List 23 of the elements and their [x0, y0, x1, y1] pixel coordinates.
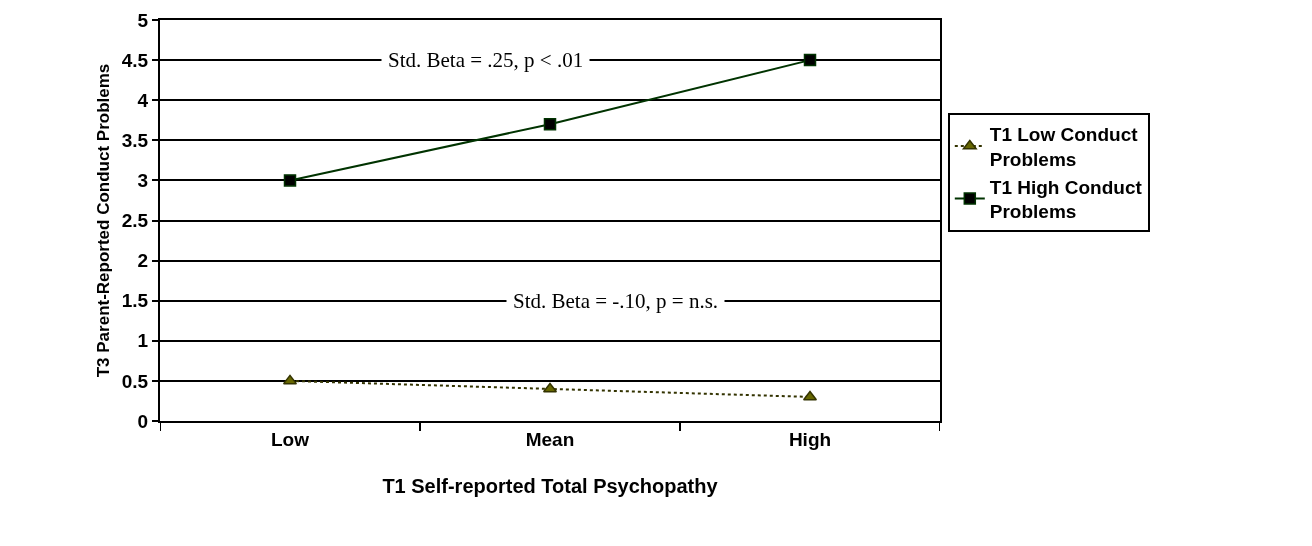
y-tick-label: 4.5	[121, 49, 149, 71]
point	[803, 53, 817, 67]
point	[283, 174, 297, 187]
y-tick-label: 2	[137, 250, 149, 272]
y-tick-label: 4	[137, 89, 149, 111]
y-tick-label: 1.5	[121, 290, 149, 312]
y-tick-label: 2.5	[121, 210, 149, 232]
x-axis-title: T1 Self-reported Total Psychopathy	[382, 474, 719, 497]
y-tick-label: 5	[137, 9, 149, 31]
point	[543, 118, 557, 131]
y-tick-label: 3.5	[121, 129, 149, 151]
annotation: Std. Beta = -.10, p = n.s.	[513, 289, 719, 313]
y-tick-label: 1	[137, 330, 149, 352]
legend-label: T1 Low Conduct Problems	[989, 124, 1139, 170]
x-tick-label: Mean	[525, 428, 575, 450]
y-tick-label: 0	[137, 410, 149, 432]
y-tick-label: 3	[137, 170, 149, 192]
x-tick-label: Low	[271, 428, 310, 450]
y-tick-label: 0.5	[121, 370, 149, 392]
legend-label: T1 High Conduct Problems	[989, 176, 1143, 223]
y-axis-title: T3 Parent-Reported Conduct Problems	[93, 63, 113, 378]
x-tick-label: High	[788, 428, 832, 450]
annotation: Std. Beta = .25, p < .01	[388, 48, 584, 72]
